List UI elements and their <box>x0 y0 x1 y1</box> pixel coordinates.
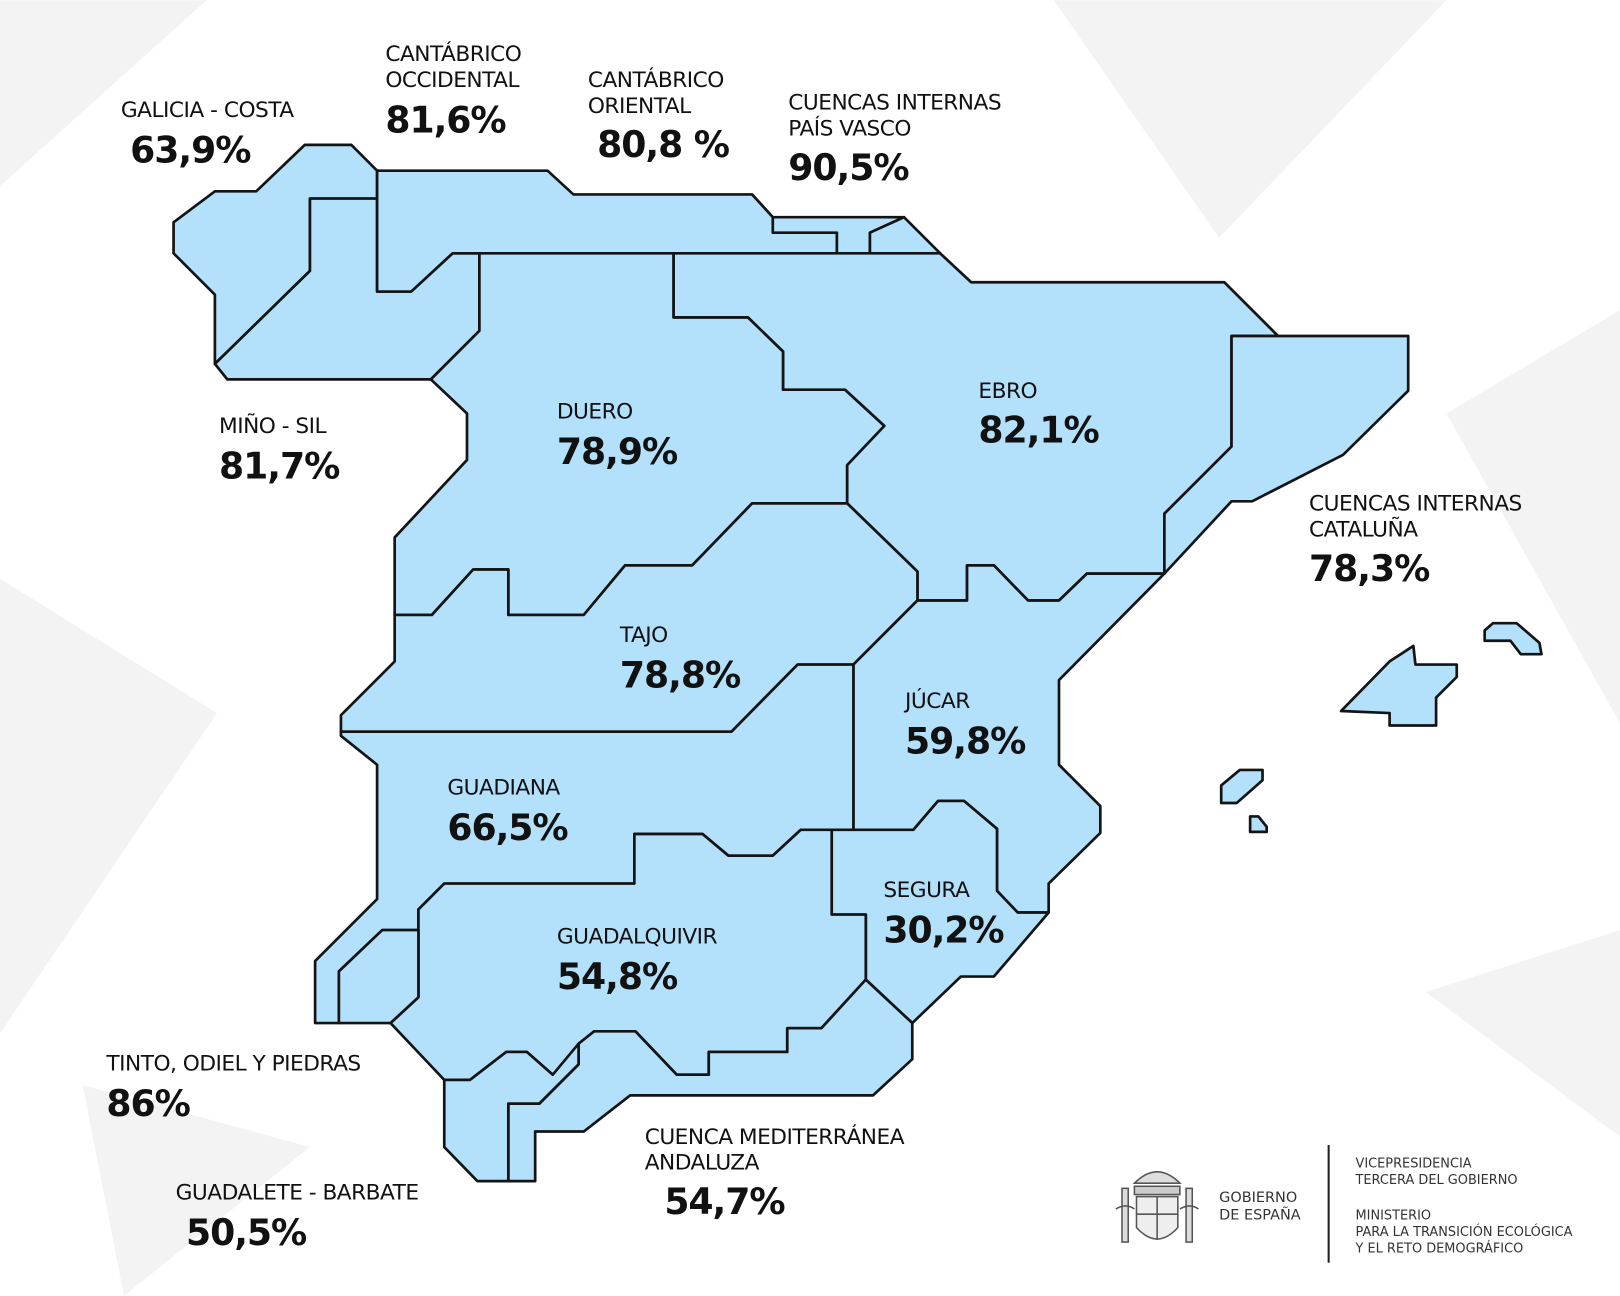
ministry-line-2: PARA LA TRANSICIÓN ECOLÓGICA <box>1356 1224 1573 1240</box>
value-cantabrico-oriental: 80,8 % <box>597 123 730 166</box>
vice-line-1: VICEPRESIDENCIA <box>1356 1157 1472 1172</box>
coat-of-arms-icon <box>1115 1171 1199 1243</box>
background-facet <box>82 1085 310 1296</box>
gov-line-1: GOBIERNO <box>1219 1190 1297 1206</box>
value-segura: 30,2% <box>883 908 1004 951</box>
label-guadalquivir: GUADALQUIVIR <box>557 924 718 949</box>
label-cantabrico-occidental-2: OCCIDENTAL <box>385 68 519 93</box>
value-tinto-odiel: 86% <box>106 1082 190 1125</box>
value-jucar: 59,8% <box>905 719 1026 762</box>
label-pais-vasco: CUENCAS INTERNAS <box>788 91 1001 116</box>
label-cantabrico-oriental: CANTÁBRICO <box>588 67 724 93</box>
label-guadiana: GUADIANA <box>447 776 560 801</box>
background-facet <box>1446 310 1620 724</box>
value-tajo: 78,8% <box>620 653 741 696</box>
label-tinto-odiel: TINTO, ODIEL Y PIEDRAS <box>105 1052 360 1077</box>
label-galicia-costa: GALICIA - COSTA <box>121 98 294 123</box>
value-guadiana: 66,5% <box>447 806 568 849</box>
label-jucar: JÚCAR <box>903 688 970 714</box>
background-facet <box>0 578 217 1034</box>
government-logo: GOBIERNO DE ESPAÑA VICEPRESIDENCIA TERCE… <box>1115 1144 1573 1263</box>
value-pais-vasco: 90,5% <box>788 146 909 189</box>
value-guadalete-barbate: 50,5% <box>186 1211 307 1254</box>
label-mino-sil: MIÑO - SIL <box>219 412 327 439</box>
value-duero: 78,9% <box>557 430 678 473</box>
label-segura: SEGURA <box>883 878 970 903</box>
value-cantabrico-occidental: 81,6% <box>385 98 506 141</box>
label-ebro: EBRO <box>978 379 1037 404</box>
value-mino-sil: 81,7% <box>219 445 340 488</box>
label-guadalete-barbate: GUADALETE - BARBATE <box>176 1181 419 1206</box>
ministry-line-3: Y EL RETO DEMOGRÁFICO <box>1355 1240 1524 1256</box>
island-ibiza <box>1219 768 1264 805</box>
value-galicia-costa: 63,9% <box>130 128 251 171</box>
background-facet <box>1425 930 1620 1137</box>
gov-line-2: DE ESPAÑA <box>1219 1206 1301 1223</box>
value-cataluna: 78,3% <box>1309 547 1430 590</box>
label-mediterranea-andaluza-2: ANDALUZA <box>645 1151 760 1176</box>
ministry-line-1: MINISTERIO <box>1356 1208 1432 1223</box>
value-ebro: 82,1% <box>978 408 1099 451</box>
label-pais-vasco-2: PAÍS VASCO <box>788 116 911 142</box>
basin-guadalete-barbate[interactable] <box>442 1042 580 1183</box>
value-mediterranea-andaluza: 54,7% <box>664 1180 785 1223</box>
label-cantabrico-occidental: CANTÁBRICO <box>385 41 521 67</box>
label-cataluna-2: CATALUÑA <box>1309 515 1418 542</box>
basin-cataluna[interactable] <box>1163 334 1410 575</box>
basin-tinto-odiel[interactable] <box>337 928 420 1025</box>
labels: GALICIA - COSTA 63,9% CANTÁBRICO OCCIDEN… <box>105 41 1522 1254</box>
island-menorca <box>1483 621 1543 656</box>
label-cataluna: CUENCAS INTERNAS <box>1309 492 1522 517</box>
label-mediterranea-andaluza: CUENCA MEDITERRÁNEA <box>645 1124 905 1150</box>
island-mallorca <box>1339 644 1459 727</box>
background-facet <box>1053 0 1447 238</box>
island-formentera <box>1248 815 1269 834</box>
basins <box>172 143 1543 1183</box>
label-duero: DUERO <box>557 400 633 425</box>
vice-line-2: TERCERA DEL GOBIERNO <box>1355 1173 1518 1188</box>
label-tajo: TAJO <box>619 623 668 648</box>
label-cantabrico-oriental-2: ORIENTAL <box>588 94 691 119</box>
value-guadalquivir: 54,8% <box>557 955 678 998</box>
